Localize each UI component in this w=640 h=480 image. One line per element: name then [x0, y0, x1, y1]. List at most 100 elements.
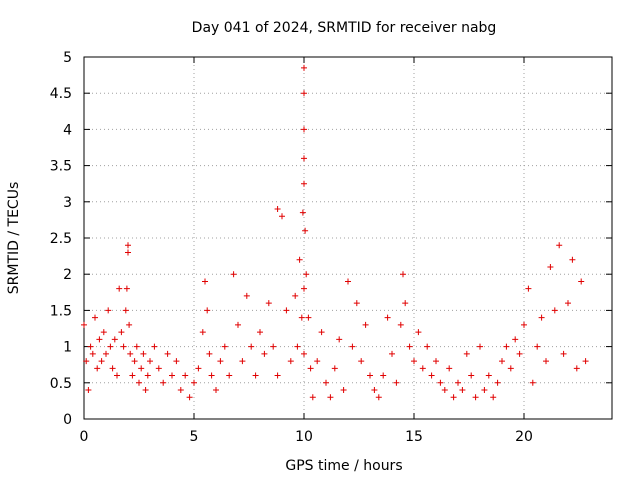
data-point: [144, 372, 151, 379]
data-point: [226, 372, 233, 379]
data-point: [397, 321, 404, 328]
data-point: [301, 285, 307, 292]
data-point: [384, 314, 391, 321]
data-point: [503, 343, 510, 350]
data-point: [437, 379, 444, 386]
data-point: [556, 242, 563, 249]
data-point: [512, 336, 519, 343]
data-point: [169, 372, 175, 379]
data-point: [516, 350, 523, 357]
data-point: [499, 358, 505, 365]
y-tick-label: 3.5: [50, 159, 72, 175]
data-point: [345, 278, 351, 285]
data-point: [301, 180, 307, 187]
data-point: [428, 372, 435, 379]
data-point: [301, 64, 307, 71]
data-point: [521, 321, 527, 328]
x-tick-label: 15: [405, 429, 423, 445]
data-point: [81, 321, 87, 328]
data-point: [296, 256, 303, 263]
data-point: [279, 213, 285, 220]
data-point: [375, 394, 382, 401]
data-point: [393, 379, 400, 386]
data-point: [485, 372, 492, 379]
data-point: [402, 300, 409, 307]
data-point: [472, 394, 479, 401]
data-point: [125, 249, 131, 256]
data-point: [270, 343, 277, 350]
data-point: [406, 343, 413, 350]
data-point: [199, 329, 206, 336]
data-point: [195, 365, 202, 372]
data-point: [221, 343, 228, 350]
data-point: [133, 343, 140, 350]
data-point: [239, 358, 246, 365]
data-point: [243, 292, 250, 299]
data-point: [353, 300, 360, 307]
y-tick-label: 5: [63, 50, 72, 66]
data-point: [490, 394, 497, 401]
data-point: [481, 387, 488, 394]
data-point: [248, 343, 255, 350]
data-point: [569, 256, 576, 263]
y-tick-labels: 0 0.5 1 1.5 2 2.5 3 3.5 4 4.5 5: [50, 50, 72, 428]
data-point: [367, 372, 373, 379]
data-point: [213, 387, 219, 394]
data-point: [433, 358, 439, 365]
data-point: [217, 358, 224, 365]
data-point: [327, 394, 334, 401]
grid-lines: [84, 57, 612, 419]
data-point: [340, 387, 347, 394]
data-point: [261, 350, 268, 357]
data-point: [109, 365, 116, 372]
data-point: [114, 372, 120, 379]
data-point: [411, 358, 417, 365]
data-point: [294, 343, 301, 350]
data-point: [111, 336, 118, 343]
data-point: [164, 350, 171, 357]
y-tick-label: 4: [63, 122, 72, 138]
chart-title: Day 041 of 2024, SRMTID for receiver nab…: [192, 20, 497, 36]
data-point: [389, 350, 395, 357]
data-point: [292, 292, 299, 299]
data-point: [543, 358, 549, 365]
data-point: [560, 350, 567, 357]
x-tick-label: 20: [515, 429, 533, 445]
data-point: [274, 206, 281, 213]
data-point: [202, 278, 208, 285]
data-point: [252, 372, 259, 379]
y-tick-label: 2: [63, 267, 72, 283]
data-point: [107, 343, 114, 350]
data-point: [151, 343, 158, 350]
data-point: [441, 387, 448, 394]
data-point: [98, 358, 105, 365]
data-point: [323, 379, 329, 386]
data-point: [123, 285, 130, 292]
data-point: [299, 209, 306, 216]
data-point: [136, 379, 142, 386]
data-point: [318, 329, 325, 336]
data-point: [283, 307, 290, 314]
axis-ticks: [83, 56, 612, 420]
data-point: [235, 321, 241, 328]
data-point: [424, 343, 431, 350]
data-point: [83, 358, 90, 365]
data-point: [380, 372, 387, 379]
x-tick-labels: 0 5 10 15 20: [80, 429, 533, 445]
x-tick-label: 10: [295, 429, 313, 445]
data-point: [305, 314, 312, 321]
data-point: [371, 387, 378, 394]
data-points: [81, 64, 589, 401]
y-tick-label: 0: [63, 412, 72, 428]
x-tick-label: 0: [80, 429, 89, 445]
y-tick-label: 3: [63, 195, 72, 211]
data-point: [309, 394, 316, 401]
data-point: [87, 343, 94, 350]
data-point: [126, 321, 133, 328]
data-point: [92, 314, 98, 321]
data-point: [459, 387, 466, 394]
data-point: [400, 271, 406, 278]
data-point: [301, 126, 307, 133]
data-point: [177, 387, 184, 394]
